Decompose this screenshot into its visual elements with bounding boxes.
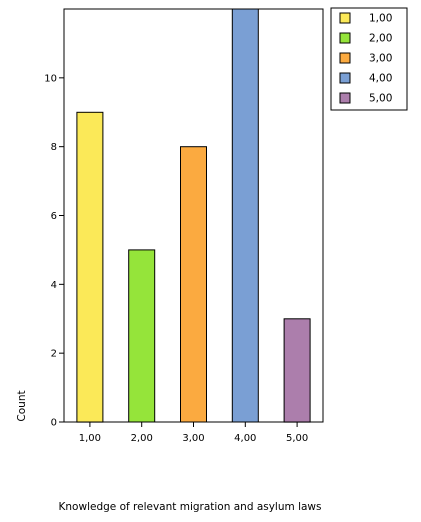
legend: 1,00 2,00 3,00 4,00 5,00 <box>330 7 408 111</box>
y-axis-title: Count <box>16 390 28 421</box>
legend-swatch <box>339 52 351 64</box>
x-axis-title: Knowledge of relevant migration and asyl… <box>59 501 322 513</box>
y-tick-label: 0 <box>51 418 57 429</box>
x-tick-label: 5,00 <box>286 433 308 444</box>
y-tick-label: 10 <box>44 73 57 84</box>
legend-label: 3,00 <box>369 53 392 65</box>
y-tick-label: 2 <box>51 349 57 360</box>
legend-label: 5,00 <box>369 93 392 105</box>
x-axis: 1,00 2,00 3,00 4,00 5,00 <box>79 422 308 444</box>
bar-1 <box>76 111 104 423</box>
bar-3 <box>180 146 207 423</box>
legend-label: 1,00 <box>369 13 392 25</box>
legend-swatch <box>339 12 351 24</box>
bar-4 <box>231 8 259 423</box>
y-tick-label: 4 <box>51 280 57 291</box>
x-tick-label: 3,00 <box>182 433 204 444</box>
legend-swatch <box>339 32 351 44</box>
x-tick-label: 4,00 <box>234 433 256 444</box>
legend-items: 1,00 2,00 3,00 4,00 5,00 <box>339 12 392 105</box>
legend-swatch <box>339 72 351 84</box>
bar-5 <box>283 318 311 423</box>
bars-layer <box>76 8 311 423</box>
legend-label: 2,00 <box>369 33 392 45</box>
legend-label: 4,00 <box>369 73 392 85</box>
y-axis: 0 2 4 6 8 10 <box>44 73 64 429</box>
x-tick-label: 2,00 <box>131 433 153 444</box>
legend-swatch <box>339 92 351 104</box>
bar-2 <box>128 249 156 423</box>
y-tick-label: 8 <box>51 142 57 153</box>
y-tick-label: 6 <box>51 211 57 222</box>
x-tick-label: 1,00 <box>79 433 101 444</box>
